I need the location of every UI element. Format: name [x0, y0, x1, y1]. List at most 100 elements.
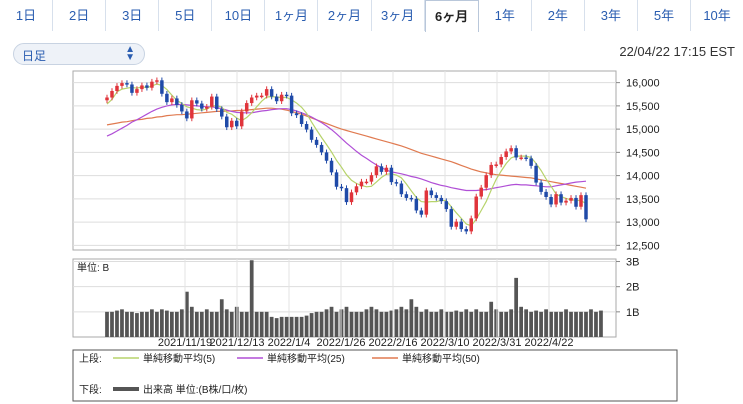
volume-bar [140, 311, 144, 337]
volume-bar [439, 309, 444, 337]
candle-body [329, 160, 334, 173]
candle-body [579, 195, 583, 207]
candlestick [155, 77, 159, 85]
candlestick [429, 187, 434, 198]
candlestick [334, 169, 339, 190]
price-tick-label: 15,500 [626, 101, 660, 113]
volume-bar [489, 301, 494, 337]
candle-body [469, 218, 473, 232]
tab-5y[interactable]: 5年 [638, 0, 692, 31]
candle-body [574, 197, 578, 207]
tab-1y[interactable]: 1年 [479, 0, 532, 31]
candlestick [359, 178, 364, 190]
volume-bar [135, 313, 139, 337]
volume-bar [549, 311, 553, 337]
candle-body [314, 139, 319, 145]
tab-10y[interactable]: 10年 [703, 8, 731, 23]
candlestick [524, 154, 528, 162]
volume-bar [429, 311, 434, 337]
candlestick [309, 126, 314, 143]
candlestick [504, 148, 508, 160]
x-tick-label: 2022/1/4 [268, 337, 311, 349]
candle-body [229, 120, 234, 128]
candlestick [529, 155, 533, 169]
tab-2y[interactable]: 2年 [532, 0, 585, 31]
volume-bar [249, 260, 254, 337]
candle-body [554, 194, 558, 205]
price-tick-label: 12,500 [626, 240, 660, 252]
candle-body [539, 182, 543, 192]
volume-bar [279, 316, 284, 337]
volume-bar [194, 311, 199, 337]
candlestick [354, 183, 359, 196]
volume-bar [329, 306, 334, 337]
volume-bar [264, 311, 269, 337]
tab-1d[interactable]: 1日 [0, 0, 54, 31]
candle-body [379, 166, 384, 172]
volume-bar [454, 310, 459, 337]
candlestick [494, 161, 498, 168]
candlestick [484, 172, 488, 191]
volume-bar [369, 306, 374, 337]
tab-10d[interactable]: 10日 [212, 0, 266, 31]
x-tick-label: 2022/3/31 [473, 337, 522, 349]
candlestick [175, 95, 179, 108]
price-tick-label: 13,000 [626, 217, 660, 229]
volume-bar [204, 309, 209, 337]
volume-bar [239, 311, 244, 337]
tab-1m[interactable]: 1ヶ月 [265, 0, 319, 31]
candlestick [239, 108, 244, 130]
candlestick [454, 218, 459, 230]
candlestick [564, 197, 568, 206]
candlestick [399, 180, 404, 197]
volume-bar [229, 311, 234, 337]
x-tick-label: 2021/12/13 [209, 337, 264, 349]
candle-body [479, 187, 483, 197]
candle-body [399, 183, 404, 195]
candle-body [200, 103, 204, 109]
volume-bar [334, 311, 339, 337]
volume-bar [514, 277, 519, 337]
volume-bar [444, 311, 449, 337]
candlestick [190, 97, 194, 122]
tab-3d[interactable]: 3日 [106, 0, 160, 31]
candlestick [289, 92, 294, 117]
price-tick-label: 16,000 [626, 78, 660, 90]
volume-bar [404, 309, 409, 337]
volume-bar [484, 311, 489, 337]
candle-body [349, 192, 354, 203]
legend-upper-label: 上段: [79, 352, 102, 365]
tab-3y[interactable]: 3年 [585, 0, 638, 31]
candlestick [324, 149, 329, 164]
volume-bar [179, 309, 184, 337]
tab-5d[interactable]: 5日 [159, 0, 213, 31]
volume-bar [449, 311, 454, 337]
volume-bar [594, 311, 598, 337]
candlestick [549, 194, 553, 208]
period-select[interactable]: 日足 ▲ ▼ [13, 43, 145, 65]
candlestick [379, 163, 384, 175]
volume-bar [150, 309, 154, 337]
candle-body [564, 200, 568, 203]
volume-bar [349, 311, 354, 337]
price-tick-label: 13,500 [626, 194, 660, 206]
candlestick [424, 187, 429, 218]
tab-2d[interactable]: 2日 [53, 0, 107, 31]
candle-body [489, 164, 493, 176]
tab-2m[interactable]: 2ヶ月 [318, 0, 372, 31]
candle-body [299, 115, 304, 125]
candle-body [459, 221, 464, 230]
candlestick [125, 80, 129, 88]
volume-bar [324, 309, 329, 337]
candle-body [264, 89, 269, 96]
candle-body [569, 197, 573, 201]
tab-3m[interactable]: 3ヶ月 [372, 0, 425, 31]
volume-bar [574, 311, 578, 337]
candlestick [299, 112, 304, 127]
candle-body [429, 190, 434, 196]
candlestick [574, 195, 578, 210]
volume-bar [209, 311, 214, 337]
updown-chevron-icon: ▲ ▼ [125, 44, 135, 63]
candle-body [529, 158, 533, 166]
